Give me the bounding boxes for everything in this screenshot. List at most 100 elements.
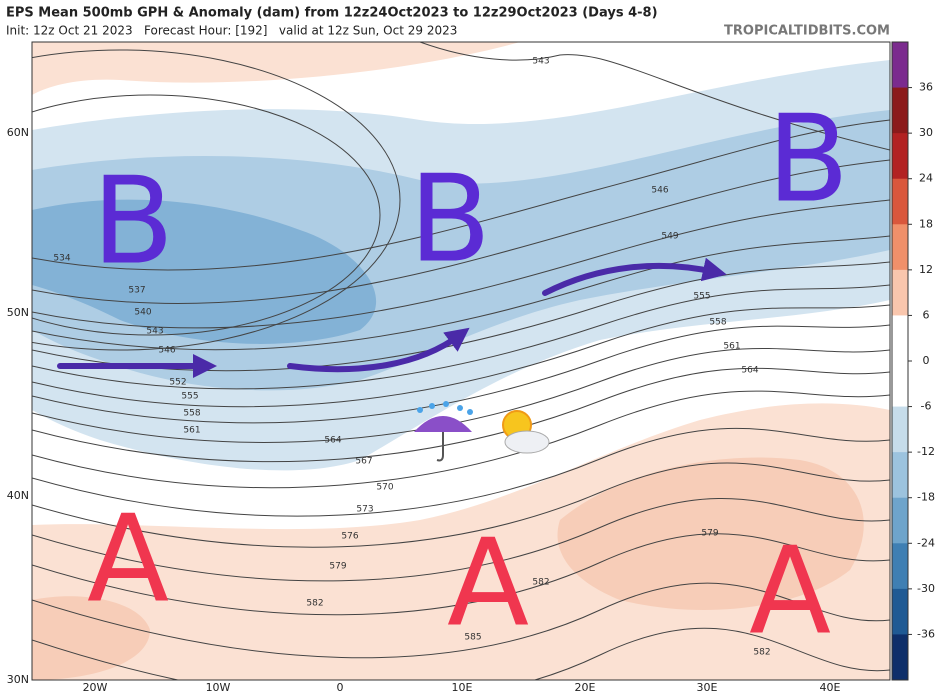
contour-line: [32, 235, 890, 351]
pressure-letter: B: [92, 153, 174, 292]
lat-label: 60N: [7, 126, 29, 139]
colorbar-label: -30: [917, 582, 935, 595]
pressure-letter: A: [87, 491, 169, 630]
subtitle: Init: 12z Oct 21 2023 Forecast Hour: [19…: [6, 24, 457, 38]
colorbar-segment: [892, 87, 908, 134]
colorbar-label: 0: [923, 354, 930, 367]
contour-line: [32, 199, 890, 329]
pressure-letter: A: [447, 515, 529, 654]
colorbar-segment: [892, 224, 908, 271]
arrow: [287, 327, 470, 373]
colorbar-label: -12: [917, 445, 935, 458]
contour-label: 558: [709, 318, 726, 328]
lat-label: 30N: [7, 673, 29, 686]
contour-label: 537: [128, 286, 145, 296]
annotations: B B B A A A: [87, 91, 849, 662]
lon-label: 20E: [575, 681, 596, 694]
anomaly-negative-east: [600, 140, 890, 235]
contour-line: [32, 49, 401, 351]
lon-label: 10W: [206, 681, 231, 694]
contour-label: 579: [701, 529, 718, 539]
contour-line: [32, 582, 890, 659]
colorbar-label: 12: [919, 263, 933, 276]
contour-label: 561: [723, 342, 740, 352]
contour-label: 540: [134, 308, 151, 318]
rain-icon: [414, 401, 473, 462]
contour-line: [32, 462, 890, 548]
colorbar-label: -18: [917, 491, 935, 504]
colorbar-segment: [892, 406, 908, 453]
colorbar-label: 30: [919, 126, 933, 139]
contour-label: 582: [306, 599, 323, 609]
colorbar: 36 30 24 18 12 6 0 -6 -12 -18 -24 -30 -36: [891, 41, 935, 681]
contour-label: 543: [146, 327, 163, 337]
contour-label: 573: [356, 505, 373, 515]
contour-label: 552: [169, 378, 186, 388]
contour-label: 582: [753, 648, 770, 658]
colorbar-segment: [892, 543, 908, 590]
contour-label: 534: [53, 254, 70, 264]
contour-line: [32, 159, 890, 305]
colorbar-segment: [892, 133, 908, 180]
title: EPS Mean 500mb GPH & Anomaly (dam) from …: [6, 6, 658, 21]
contour-label: 555: [181, 392, 198, 402]
map: 534 537 540 543 546 552 555 558 561 564 567 570 573 5…: [32, 42, 890, 680]
contour-line: [32, 324, 890, 424]
colorbar-label: 24: [919, 172, 933, 185]
contour-line: [32, 427, 890, 517]
lon-label: 30E: [697, 681, 718, 694]
contours: [32, 42, 890, 680]
arrow: [542, 257, 727, 296]
colorbar-segment: [892, 361, 908, 408]
contour-line: [32, 498, 890, 582]
contour-label: 561: [183, 426, 200, 436]
lon-label: 20W: [83, 681, 108, 694]
anomaly-positive-core-west: [32, 596, 150, 680]
colorbar-segment: [892, 634, 908, 681]
colorbar-label: 36: [919, 81, 933, 94]
axes: 60N 50N 40N 30N 20W 10W 0 10E 20E 30E 40E: [7, 126, 841, 694]
colorbar-segment: [892, 178, 908, 225]
contour-line: [32, 627, 890, 680]
anomaly-negative-3: [32, 199, 377, 344]
colorbar-segment: [892, 588, 908, 635]
colorbar-label: -24: [917, 536, 935, 549]
flow-arrows: [57, 257, 727, 378]
source: TROPICALTIDBITS.COM: [724, 24, 890, 39]
contour-line: [32, 304, 890, 408]
lat-label: 50N: [7, 306, 29, 319]
contour-label: 549: [661, 232, 678, 242]
pressure-letter: B: [767, 91, 849, 230]
colorbar-segment: [892, 452, 908, 499]
anomaly-positive: [32, 42, 520, 95]
contour-label: 546: [651, 186, 668, 196]
contour-label: 582: [532, 578, 549, 588]
lon-label: 40E: [820, 681, 841, 694]
contour-line: [32, 367, 890, 463]
contour-line: [32, 119, 890, 271]
contour-label: 576: [341, 532, 358, 542]
colorbar-label: 18: [919, 217, 933, 230]
contour-line: [32, 390, 890, 489]
contour-label: 546: [158, 346, 175, 356]
contour-label: 543: [532, 57, 549, 67]
pressure-letter: B: [409, 151, 491, 290]
colorbar-label: 6: [923, 308, 930, 321]
contour-labels: 534 537 540 543 546 552 555 558 561 564 567 570 573 5…: [53, 57, 770, 658]
contour-line: [32, 533, 890, 616]
contour-label: 558: [183, 409, 200, 419]
pressure-letter: A: [749, 523, 831, 662]
sun-cloud-icon: [502, 410, 550, 454]
contour-line: [419, 42, 890, 151]
lon-label: 10E: [452, 681, 473, 694]
colorbar-label: -6: [921, 400, 932, 413]
contour-label: 555: [693, 292, 710, 302]
contour-label: 564: [324, 436, 341, 446]
lon-label: 0: [337, 681, 344, 694]
colorbar-segment: [892, 497, 908, 544]
contour-label: 579: [329, 562, 346, 572]
colorbar-segment: [892, 42, 908, 89]
lat-label: 40N: [7, 489, 29, 502]
contour-label: 567: [355, 457, 372, 467]
